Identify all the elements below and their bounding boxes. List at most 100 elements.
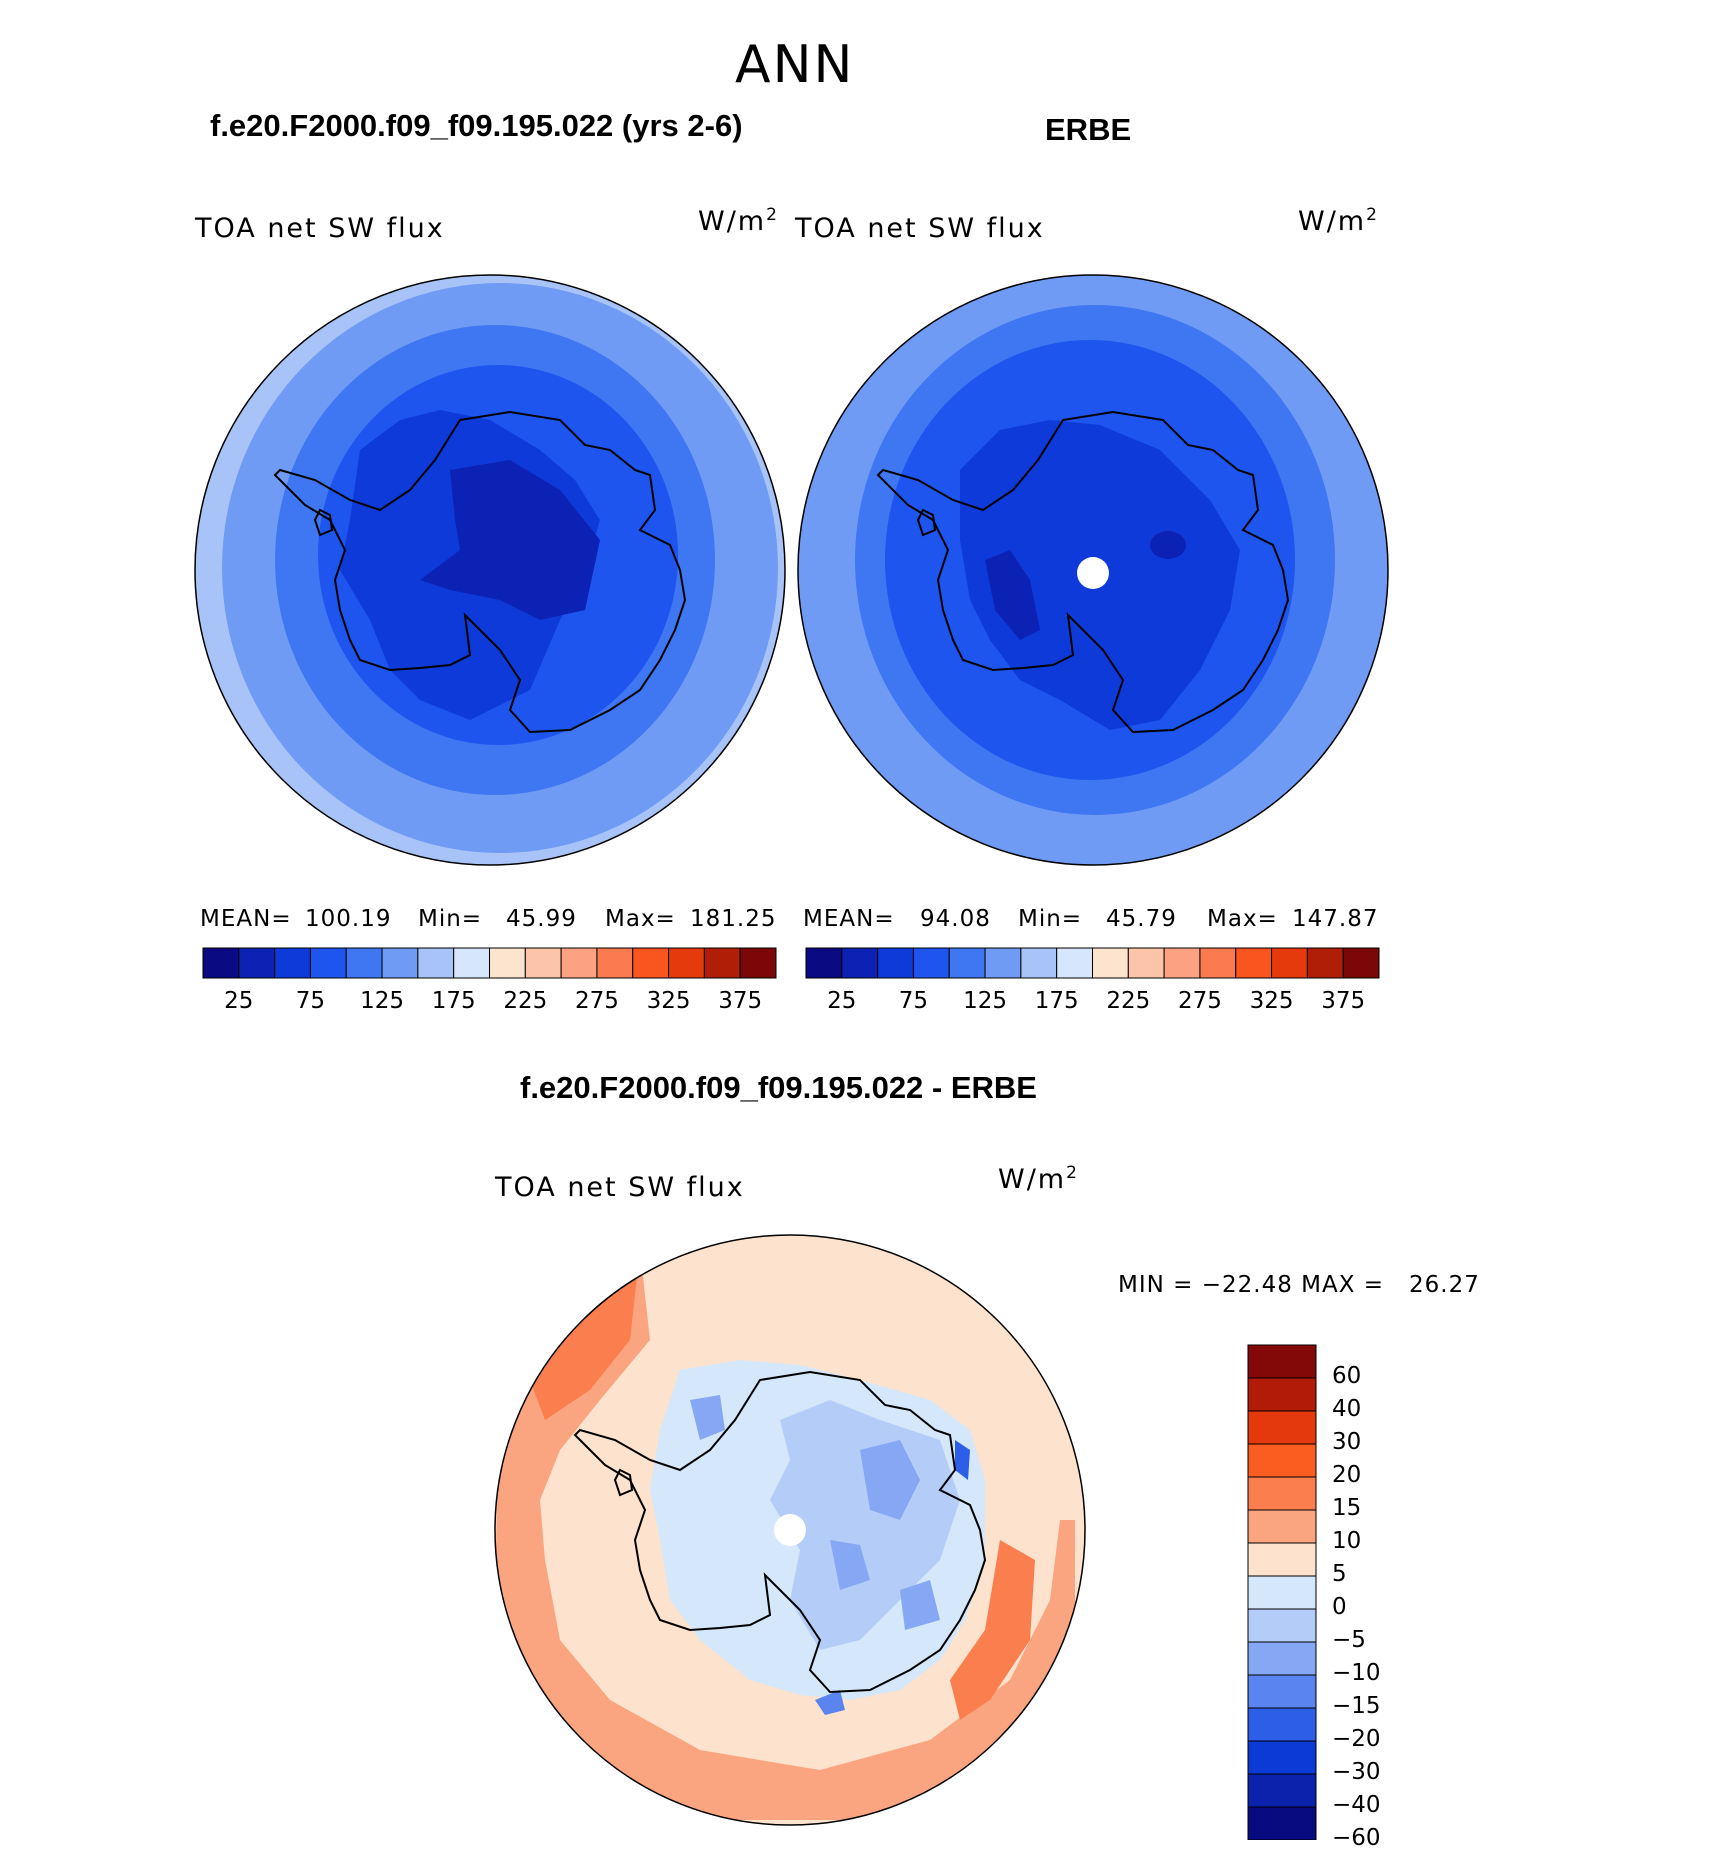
panel-obs-max-label: Max= (1207, 906, 1278, 932)
colorbar-diff-swatch (1247, 1575, 1317, 1610)
colorbar-obs-tick-label: 175 (1034, 988, 1079, 1014)
colorbar-model-tick-label: 175 (431, 988, 476, 1014)
colorbar-model-tick-label: 375 (718, 988, 763, 1014)
colorbar-diff-swatch (1247, 1410, 1317, 1445)
colorbar-obs-swatch (984, 947, 1022, 979)
colorbar-model-swatch (489, 947, 526, 979)
colorbar-diff-tick-label: −10 (1332, 1660, 1381, 1686)
colorbar-model-swatch (703, 947, 741, 979)
panel-model-min-label: Min= (418, 906, 483, 932)
panel-model-min: 45.99 (506, 906, 577, 932)
colorbar-model-tick-label: 75 (295, 988, 326, 1014)
colorbar-obs-swatch (948, 947, 986, 979)
panel-obs-min-label: Min= (1018, 906, 1083, 932)
colorbar-diff-tick-label: 30 (1332, 1429, 1362, 1455)
panel-obs-units: W/m2 (1298, 205, 1377, 237)
colorbar-diff-tick-label: −5 (1332, 1627, 1366, 1653)
colorbar-diff-swatch (1247, 1806, 1317, 1840)
colorbar-diff-swatch (1247, 1377, 1317, 1412)
missing-data-pole (1077, 557, 1109, 589)
colorbar-model-swatch (417, 947, 455, 979)
colorbar-diff-swatch (1247, 1707, 1317, 1742)
panel-model-max: 181.25 (690, 906, 777, 932)
panel-model-units: W/m2 (698, 205, 777, 237)
panel-model-variable: TOA net SW flux (195, 213, 445, 244)
colorbar-model-swatch (453, 947, 490, 979)
panel-obs-variable: TOA net SW flux (795, 213, 1045, 244)
panel-diff-minmax: MIN = −22.48 MAX = 26.27 (1118, 1272, 1480, 1298)
panel-obs-max: 147.87 (1292, 906, 1379, 932)
panel-obs-title: ERBE (1045, 112, 1132, 147)
colorbar-model-swatch (202, 947, 240, 979)
panel-model-title: f.e20.F2000.f09_f09.195.022 (yrs 2-6) (210, 108, 743, 143)
colorbar-obs-swatch (1020, 947, 1058, 979)
colorbar-obs-tick-label: 75 (898, 988, 929, 1014)
missing-data-pole-diff (774, 1514, 806, 1546)
panel-model-mean: 100.19 (305, 906, 392, 932)
colorbar-diff-swatch (1247, 1608, 1317, 1643)
colorbar-obs-swatch (1199, 947, 1237, 979)
colorbar-diff-tick-label: 40 (1332, 1396, 1362, 1422)
colorbar-model-swatch (596, 947, 634, 979)
colorbar-diff-swatch (1247, 1542, 1317, 1577)
colorbar-obs-tick-label: 225 (1106, 988, 1151, 1014)
colorbar-model-swatch (309, 947, 347, 979)
colorbar-obs (805, 947, 1380, 979)
colorbar-obs-swatch (841, 947, 879, 979)
colorbar-diff-tick-label: 10 (1332, 1528, 1362, 1554)
colorbar-model-swatch (345, 947, 383, 979)
colorbar-diff-swatch (1247, 1674, 1317, 1709)
panel-obs-min: 45.79 (1106, 906, 1177, 932)
colorbar-diff-swatch (1247, 1443, 1317, 1478)
colorbar-diff-tick-label: −30 (1332, 1759, 1381, 1785)
colorbar-diff-tick-label: −60 (1332, 1825, 1381, 1851)
colorbar-obs-swatch (1271, 947, 1308, 979)
colorbar-diff-tick-label: 5 (1332, 1561, 1347, 1587)
colorbar-diff-tick-label: 0 (1332, 1594, 1347, 1620)
colorbar-model-swatch (238, 947, 276, 979)
colorbar-model-swatch (381, 947, 419, 979)
figure-title: ANN (735, 35, 855, 95)
colorbar-obs-swatch (912, 947, 950, 979)
colorbar-model-tick-label: 125 (360, 988, 405, 1014)
map-model (195, 275, 785, 865)
colorbar-model-swatch (560, 947, 598, 979)
colorbar-obs-tick-label: 25 (827, 988, 857, 1014)
colorbar-diff-tick-label: −40 (1332, 1792, 1381, 1818)
colorbar-model-tick-label: 325 (646, 988, 691, 1014)
colorbar-diff (1247, 1344, 1317, 1840)
panel-model-max-label: Max= (605, 906, 676, 932)
colorbar-obs-swatch (1306, 947, 1344, 979)
colorbar-obs-tick-label: 275 (1177, 988, 1222, 1014)
colorbar-obs-tick-label: 325 (1249, 988, 1294, 1014)
colorbar-model-swatch (739, 947, 777, 979)
colorbar-diff-tick-label: −15 (1332, 1693, 1381, 1719)
colorbar-model-tick-label: 25 (224, 988, 254, 1014)
panel-obs-mean: 94.08 (920, 906, 991, 932)
colorbar-diff-swatch (1247, 1773, 1317, 1808)
colorbar-model (202, 947, 777, 979)
colorbar-model-swatch (274, 947, 311, 979)
colorbar-obs-swatch (1056, 947, 1093, 979)
colorbar-obs-swatch (1342, 947, 1380, 979)
colorbar-obs-swatch (805, 947, 843, 979)
colorbar-diff-swatch (1247, 1740, 1317, 1775)
panel-diff-variable: TOA net SW flux (495, 1172, 745, 1203)
panel-diff-units: W/m2 (998, 1163, 1077, 1195)
colorbar-obs-tick-label: 375 (1321, 988, 1366, 1014)
colorbar-obs-tick-label: 125 (963, 988, 1008, 1014)
colorbar-diff-swatch (1247, 1641, 1317, 1676)
colorbar-obs-swatch (1127, 947, 1165, 979)
colorbar-model-swatch (524, 947, 562, 979)
colorbar-diff-tick-label: 60 (1332, 1363, 1362, 1389)
colorbar-obs-swatch (1092, 947, 1129, 979)
colorbar-diff-swatch (1247, 1476, 1317, 1511)
colorbar-diff-swatch (1247, 1344, 1317, 1379)
panel-diff-title: f.e20.F2000.f09_f09.195.022 - ERBE (520, 1070, 1037, 1105)
colorbar-obs-swatch (1235, 947, 1273, 979)
panel-obs-mean-label: MEAN= (803, 906, 895, 932)
panel-model-mean-label: MEAN= (200, 906, 292, 932)
colorbar-model-swatch (668, 947, 705, 979)
colorbar-model-tick-label: 275 (574, 988, 619, 1014)
